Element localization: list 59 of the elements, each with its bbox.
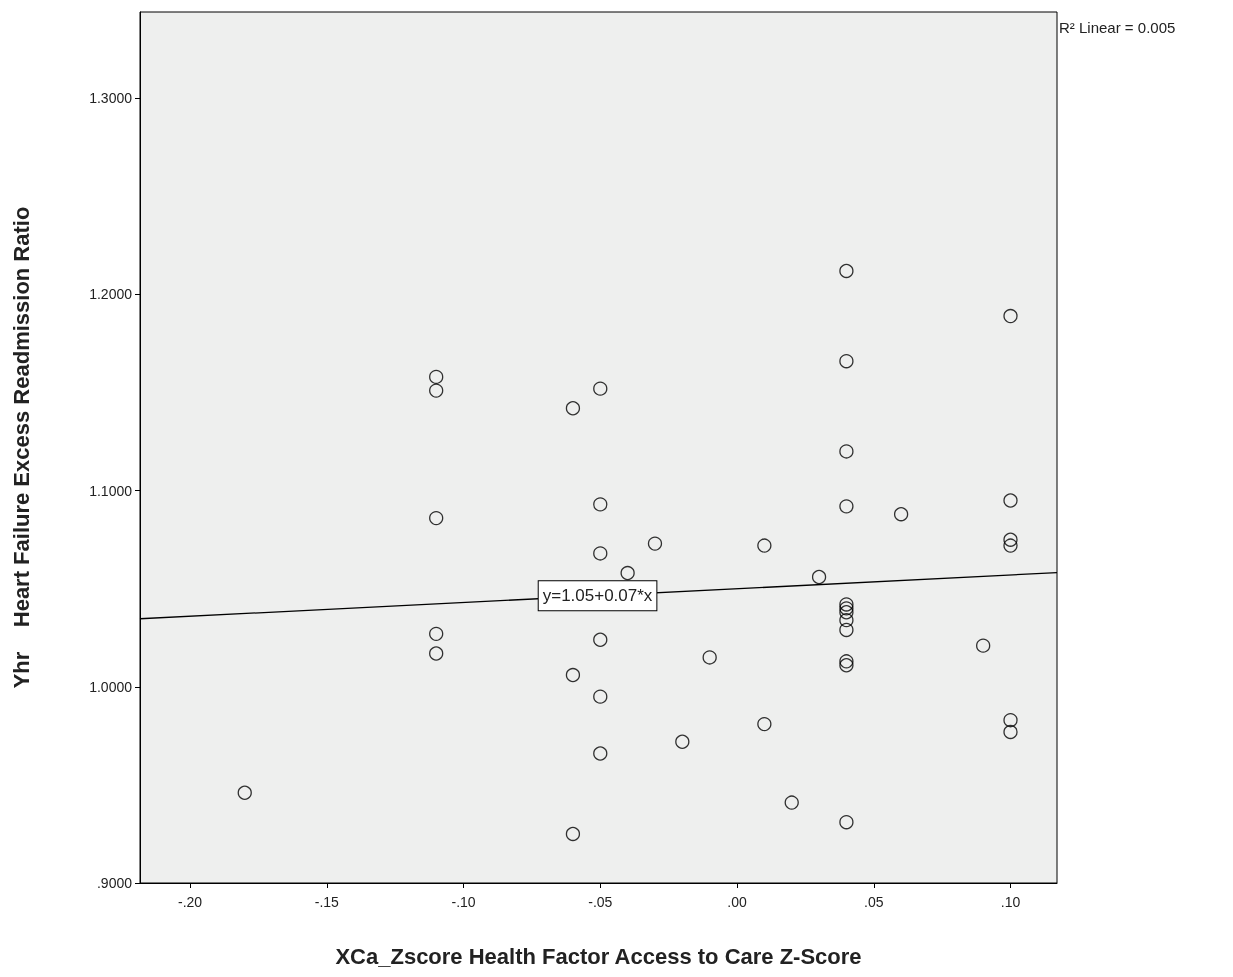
point <box>429 369 444 385</box>
point <box>429 626 444 642</box>
point <box>839 612 854 628</box>
x-tick-label: -.05 <box>588 894 613 910</box>
point <box>675 734 690 749</box>
y-tick-label: 1.3000 <box>89 90 133 107</box>
y-axis-title: Yhr Heart Failure Excess Readmission Ratio <box>8 206 34 689</box>
point <box>839 597 854 612</box>
point <box>839 605 854 620</box>
point <box>1003 493 1018 508</box>
point <box>647 536 663 551</box>
point <box>1003 713 1018 728</box>
point <box>702 650 717 665</box>
point <box>893 507 909 522</box>
text: R² Linear = 0.005 <box>1059 19 1176 36</box>
point <box>1003 308 1018 324</box>
y-tick-label: 1.1000 <box>89 482 133 499</box>
point <box>593 632 608 647</box>
point <box>429 646 444 661</box>
x-tick-label: -.15 <box>314 894 340 910</box>
point <box>593 746 608 761</box>
point <box>237 785 252 800</box>
point <box>839 499 854 514</box>
x-tick-label: -.20 <box>177 894 203 910</box>
point <box>565 826 581 842</box>
point <box>839 815 854 830</box>
point <box>429 510 444 526</box>
x-tick-label: -.10 <box>451 894 476 910</box>
point <box>839 354 854 369</box>
point <box>593 497 608 512</box>
point <box>565 667 581 683</box>
point <box>839 601 854 616</box>
point <box>811 569 827 585</box>
point <box>839 654 854 669</box>
point <box>784 795 799 810</box>
point <box>839 263 854 279</box>
point <box>976 638 991 653</box>
point <box>593 381 608 396</box>
point <box>1003 724 1018 740</box>
y-tick-label: .9000 <box>96 875 133 891</box>
y-tick-label: 1.0000 <box>89 678 133 695</box>
y-tick-label: 1.2000 <box>89 286 133 303</box>
point <box>1003 532 1018 547</box>
annotation: y=1.05+0.07*x <box>542 586 653 606</box>
x-axis-title: XCa_Zscore Health Factor Access to Care Z-Score <box>335 943 862 969</box>
point <box>593 546 608 561</box>
x-tick-label: .10 <box>1000 894 1021 910</box>
point <box>839 658 854 673</box>
point <box>757 716 772 732</box>
point <box>565 401 581 416</box>
point <box>1003 538 1018 553</box>
x-tick-label: .00 <box>727 894 747 910</box>
point <box>429 383 444 398</box>
point <box>593 689 608 704</box>
x-tick-label: .05 <box>864 894 884 910</box>
point <box>757 538 772 553</box>
point <box>839 444 854 459</box>
point <box>839 622 854 638</box>
point <box>620 565 635 581</box>
